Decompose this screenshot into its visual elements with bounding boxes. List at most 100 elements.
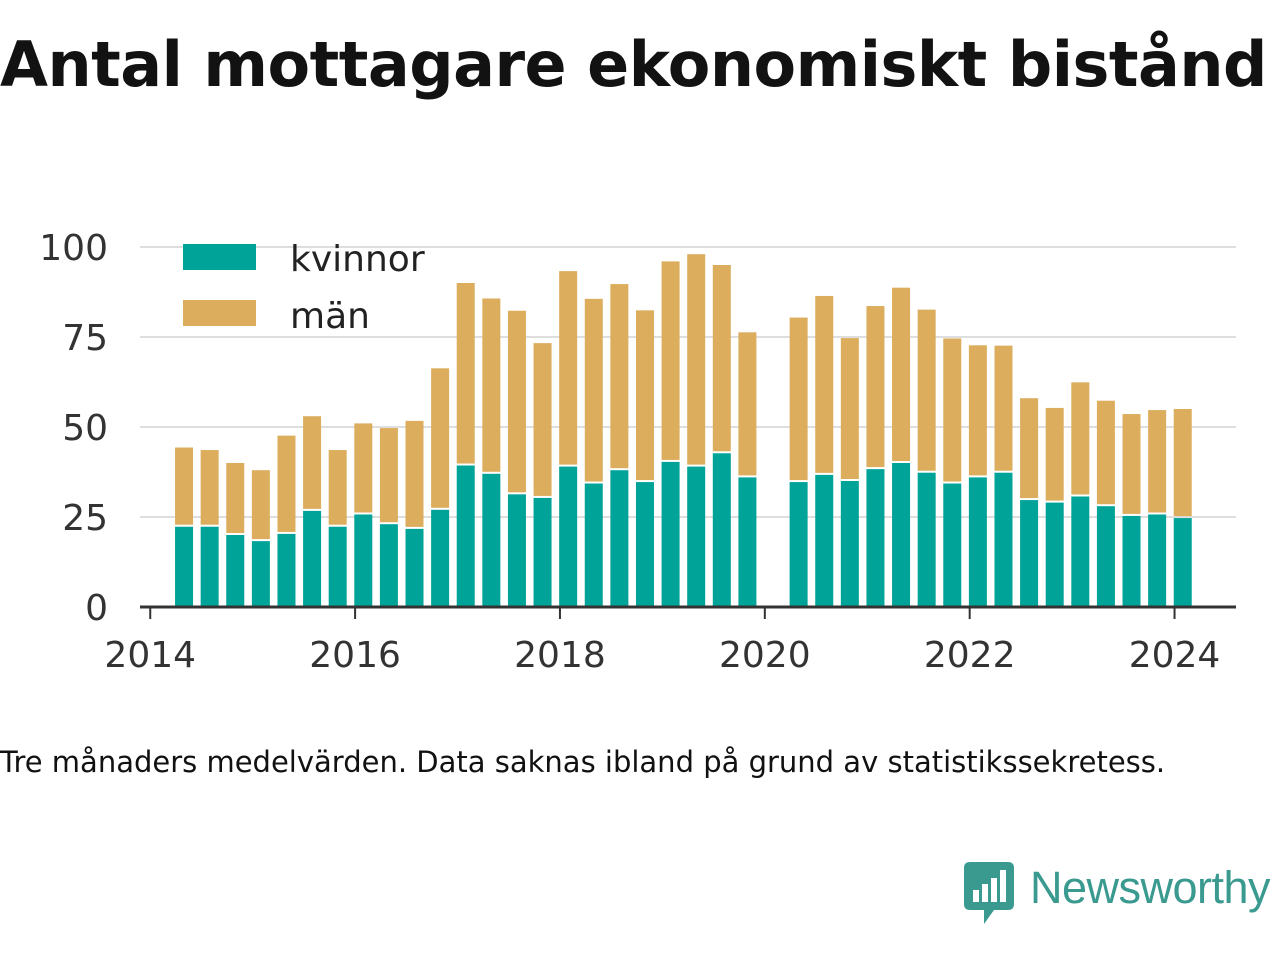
bar-kvinnor — [303, 510, 322, 607]
bar-man — [379, 428, 398, 523]
bar-man — [943, 338, 962, 482]
bar-man — [328, 450, 347, 525]
stacked-bar-chart: 0 25 50 75 100 2014 2016 2018 2020 2022 2024 kvinn… — [39, 228, 1236, 676]
bar-man — [1173, 409, 1192, 517]
bar-kvinnor — [1122, 515, 1141, 607]
bar-kvinnor — [456, 465, 475, 607]
bar-man — [507, 310, 526, 493]
bar-man — [610, 284, 629, 469]
bar-kvinnor — [661, 461, 680, 607]
bar-man — [226, 463, 245, 533]
x-tick-label: 2024 — [1129, 635, 1221, 676]
bar-man — [815, 295, 834, 473]
bar-man — [200, 450, 219, 525]
bar-kvinnor — [507, 494, 526, 607]
x-tick-label: 2020 — [719, 635, 811, 676]
bar-man — [533, 343, 552, 496]
bar-kvinnor — [559, 466, 578, 607]
bar-kvinnor — [200, 526, 219, 607]
legend-swatch-man — [183, 300, 256, 326]
bar-man — [1096, 400, 1115, 505]
y-tick-label: 75 — [62, 318, 108, 359]
bar-man — [1122, 414, 1141, 514]
bar-kvinnor — [328, 526, 347, 607]
bar-man — [789, 317, 808, 481]
y-tick-label: 50 — [62, 408, 108, 449]
bar-kvinnor — [712, 453, 731, 607]
bar-man — [661, 261, 680, 460]
bar-kvinnor — [968, 477, 987, 607]
bar-man — [303, 416, 322, 509]
bar-kvinnor — [482, 473, 501, 607]
bar-kvinnor — [866, 469, 885, 607]
bar-man — [559, 271, 578, 465]
newsworthy-logo-icon — [964, 862, 1014, 924]
bar-man — [968, 345, 987, 476]
bar-man — [354, 423, 373, 513]
chart-caption: Tre månaders medelvärden. Data saknas ib… — [0, 745, 1166, 779]
y-tick-label: 0 — [85, 588, 108, 629]
bar-kvinnor — [431, 509, 450, 607]
bar-man — [840, 338, 859, 479]
bar-man — [251, 470, 270, 540]
x-tick-label: 2014 — [104, 635, 196, 676]
bar-kvinnor — [789, 482, 808, 607]
bar-man — [1045, 407, 1064, 501]
bar-man — [584, 298, 603, 482]
bar-man — [1071, 382, 1090, 495]
y-tick-label: 25 — [62, 498, 108, 539]
bar-kvinnor — [1096, 506, 1115, 607]
bar-kvinnor — [943, 483, 962, 607]
bar-man — [738, 332, 757, 476]
bar-man — [712, 265, 731, 452]
bar-kvinnor — [379, 524, 398, 607]
axes: 0 25 50 75 100 2014 2016 2018 2020 2022 2024 — [39, 228, 1236, 676]
x-tick-label: 2018 — [514, 635, 606, 676]
legend-label-man: män — [290, 296, 370, 337]
bar-man — [917, 309, 936, 471]
bar-kvinnor — [277, 533, 296, 607]
bar-man — [687, 254, 706, 465]
bar-man — [866, 306, 885, 468]
bar-man — [405, 420, 424, 527]
brand-logo[interactable]: Newsworthy — [964, 862, 1271, 926]
x-tick-label: 2016 — [309, 635, 401, 676]
bar-kvinnor — [175, 526, 194, 607]
legend-swatch-kvinnor — [183, 244, 256, 270]
bar-man — [892, 287, 911, 461]
bar-kvinnor — [1020, 500, 1039, 607]
y-tick-label: 100 — [39, 228, 108, 269]
bar-kvinnor — [405, 528, 424, 607]
bar-kvinnor — [892, 463, 911, 607]
bar-kvinnor — [917, 472, 936, 607]
bar-man — [431, 368, 450, 508]
bar-kvinnor — [1173, 518, 1192, 607]
bar-kvinnor — [1148, 514, 1167, 607]
bar-kvinnor — [226, 535, 245, 607]
brand-name: Newsworthy — [1030, 862, 1271, 913]
bar-man — [277, 435, 296, 532]
legend: kvinnor män — [183, 239, 425, 337]
bar-kvinnor — [533, 497, 552, 607]
bar-man — [482, 298, 501, 472]
x-tick-label: 2022 — [924, 635, 1016, 676]
bar-kvinnor — [738, 477, 757, 607]
chart-title: Antal mottagare ekonomiskt bistånd — [0, 28, 1267, 101]
bar-kvinnor — [815, 474, 834, 607]
bar-kvinnor — [840, 481, 859, 607]
bar-kvinnor — [635, 482, 654, 607]
bar-kvinnor — [1045, 502, 1064, 607]
bar-man — [635, 310, 654, 481]
bar-man — [1148, 410, 1167, 513]
bar-kvinnor — [1071, 496, 1090, 607]
bar-kvinnor — [584, 483, 603, 607]
bar-man — [175, 447, 194, 525]
bars — [175, 254, 1192, 607]
bar-kvinnor — [354, 514, 373, 607]
bar-kvinnor — [687, 466, 706, 607]
bar-man — [1020, 398, 1039, 499]
bar-man — [456, 283, 475, 464]
legend-label-kvinnor: kvinnor — [290, 239, 425, 280]
bar-man — [994, 345, 1013, 471]
bar-kvinnor — [251, 541, 270, 607]
